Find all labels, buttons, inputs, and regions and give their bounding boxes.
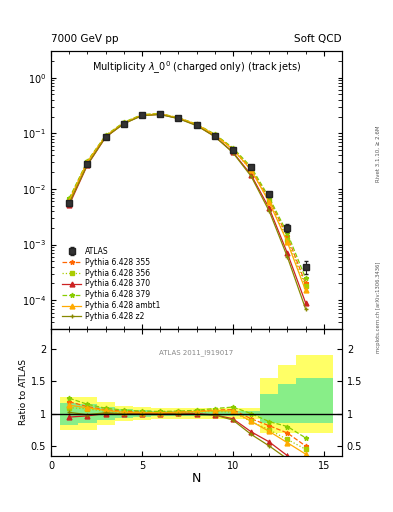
Pythia 6.428 370: [212, 133, 217, 139]
Pythia 6.428 ambt1: [121, 120, 126, 126]
Pythia 6.428 370: [67, 202, 72, 208]
Pythia 6.428 379: [303, 275, 308, 281]
Pythia 6.428 356: [103, 133, 108, 139]
Pythia 6.428 379: [194, 121, 199, 127]
Pythia 6.428 356: [231, 146, 235, 153]
Pythia 6.428 z2: [212, 133, 217, 139]
Pythia 6.428 355: [67, 196, 72, 202]
Pythia 6.428 355: [303, 281, 308, 287]
Legend: ATLAS, Pythia 6.428 355, Pythia 6.428 356, Pythia 6.428 370, Pythia 6.428 379, P: ATLAS, Pythia 6.428 355, Pythia 6.428 35…: [61, 245, 162, 323]
Pythia 6.428 379: [267, 195, 272, 201]
Text: ATLAS 2011_I919017: ATLAS 2011_I919017: [160, 349, 233, 356]
Pythia 6.428 356: [121, 120, 126, 126]
Pythia 6.428 355: [212, 132, 217, 138]
Pythia 6.428 370: [140, 112, 144, 118]
Pythia 6.428 370: [303, 300, 308, 306]
Pythia 6.428 370: [85, 162, 90, 168]
Line: Pythia 6.428 379: Pythia 6.428 379: [67, 111, 308, 281]
Pythia 6.428 z2: [103, 134, 108, 140]
Pythia 6.428 379: [67, 195, 72, 201]
Pythia 6.428 355: [267, 196, 272, 202]
Pythia 6.428 z2: [249, 173, 253, 179]
Pythia 6.428 355: [249, 166, 253, 172]
Pythia 6.428 356: [212, 132, 217, 138]
Pythia 6.428 379: [158, 111, 163, 117]
Text: mcplots.cern.ch [arXiv:1306.3436]: mcplots.cern.ch [arXiv:1306.3436]: [376, 262, 380, 353]
Pythia 6.428 356: [158, 111, 163, 117]
Pythia 6.428 379: [85, 158, 90, 164]
Text: Rivet 3.1.10, ≥ 2.6M: Rivet 3.1.10, ≥ 2.6M: [376, 125, 380, 182]
Pythia 6.428 z2: [194, 122, 199, 129]
Pythia 6.428 ambt1: [267, 199, 272, 205]
Pythia 6.428 379: [103, 132, 108, 138]
Pythia 6.428 370: [267, 205, 272, 211]
Pythia 6.428 355: [158, 111, 163, 117]
Pythia 6.428 ambt1: [140, 112, 144, 118]
Pythia 6.428 379: [231, 145, 235, 151]
Pythia 6.428 355: [121, 120, 126, 126]
Pythia 6.428 356: [67, 198, 72, 204]
Pythia 6.428 356: [85, 159, 90, 165]
Line: Pythia 6.428 370: Pythia 6.428 370: [67, 112, 308, 305]
Pythia 6.428 356: [140, 112, 144, 118]
Pythia 6.428 z2: [67, 200, 72, 206]
Pythia 6.428 370: [194, 122, 199, 129]
Pythia 6.428 ambt1: [194, 121, 199, 127]
Line: Pythia 6.428 z2: Pythia 6.428 z2: [67, 112, 308, 311]
Pythia 6.428 355: [231, 145, 235, 152]
Pythia 6.428 379: [121, 119, 126, 125]
Pythia 6.428 ambt1: [67, 198, 72, 204]
Pythia 6.428 ambt1: [85, 159, 90, 165]
Y-axis label: Ratio to ATLAS: Ratio to ATLAS: [19, 359, 28, 425]
Pythia 6.428 z2: [121, 121, 126, 127]
Pythia 6.428 370: [103, 134, 108, 140]
Pythia 6.428 370: [249, 172, 253, 178]
Pythia 6.428 370: [176, 115, 181, 121]
Pythia 6.428 355: [140, 112, 144, 118]
Line: Pythia 6.428 356: Pythia 6.428 356: [67, 112, 308, 288]
Text: 7000 GeV pp: 7000 GeV pp: [51, 33, 119, 44]
X-axis label: N: N: [192, 472, 201, 485]
Pythia 6.428 ambt1: [158, 111, 163, 117]
Pythia 6.428 356: [303, 283, 308, 289]
Pythia 6.428 370: [231, 149, 235, 155]
Text: Soft QCD: Soft QCD: [294, 33, 342, 44]
Pythia 6.428 370: [121, 120, 126, 126]
Pythia 6.428 356: [194, 122, 199, 128]
Pythia 6.428 356: [176, 115, 181, 121]
Pythia 6.428 ambt1: [212, 132, 217, 138]
Pythia 6.428 379: [176, 115, 181, 121]
Pythia 6.428 z2: [140, 113, 144, 119]
Pythia 6.428 ambt1: [103, 133, 108, 139]
Pythia 6.428 356: [267, 198, 272, 204]
Pythia 6.428 z2: [176, 116, 181, 122]
Pythia 6.428 ambt1: [303, 287, 308, 293]
Pythia 6.428 ambt1: [231, 146, 235, 152]
Pythia 6.428 355: [194, 121, 199, 127]
Pythia 6.428 355: [103, 133, 108, 139]
Pythia 6.428 355: [285, 233, 290, 240]
Pythia 6.428 379: [249, 164, 253, 170]
Line: Pythia 6.428 ambt1: Pythia 6.428 ambt1: [67, 112, 308, 293]
Pythia 6.428 z2: [85, 161, 90, 167]
Line: Pythia 6.428 355: Pythia 6.428 355: [67, 111, 308, 286]
Pythia 6.428 379: [285, 230, 290, 237]
Pythia 6.428 z2: [231, 150, 235, 156]
Pythia 6.428 ambt1: [176, 115, 181, 121]
Pythia 6.428 356: [249, 167, 253, 173]
Pythia 6.428 370: [158, 111, 163, 117]
Pythia 6.428 z2: [158, 112, 163, 118]
Pythia 6.428 ambt1: [285, 239, 290, 245]
Pythia 6.428 z2: [285, 254, 290, 260]
Pythia 6.428 356: [285, 237, 290, 243]
Pythia 6.428 z2: [303, 306, 308, 312]
Pythia 6.428 379: [140, 112, 144, 118]
Pythia 6.428 ambt1: [249, 167, 253, 173]
Pythia 6.428 379: [212, 131, 217, 137]
Text: Multiplicity $\lambda\_0^0$ (charged only) (track jets): Multiplicity $\lambda\_0^0$ (charged onl…: [92, 59, 301, 76]
Pythia 6.428 z2: [267, 208, 272, 214]
Pythia 6.428 355: [176, 115, 181, 121]
Pythia 6.428 355: [85, 159, 90, 165]
Pythia 6.428 370: [285, 250, 290, 257]
